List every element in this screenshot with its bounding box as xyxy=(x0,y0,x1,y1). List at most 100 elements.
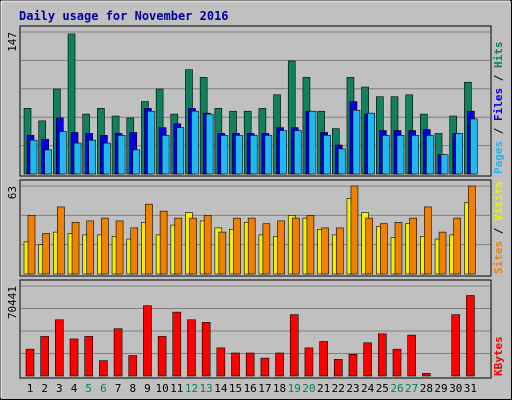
bar-sites-day-18 xyxy=(277,220,285,275)
day-label-17: 17 xyxy=(258,382,271,395)
bar-sites-day-25 xyxy=(380,223,388,275)
day-label-25: 25 xyxy=(376,382,389,395)
bar-sites-day-12 xyxy=(189,217,197,275)
bar-kbytes-day-26 xyxy=(392,348,402,377)
bar-pages-day-11 xyxy=(176,127,185,175)
legend-part: KBytes xyxy=(492,336,505,376)
bar-kbytes-day-22 xyxy=(333,359,343,377)
day-label-10: 10 xyxy=(155,382,168,395)
bar-kbytes-day-23 xyxy=(348,353,358,377)
bar-kbytes-day-7 xyxy=(113,328,123,377)
bar-sites-day-21 xyxy=(321,227,329,275)
bar-sites-day-22 xyxy=(335,227,344,275)
bar-pages-day-8 xyxy=(132,149,141,175)
bar-kbytes-day-25 xyxy=(378,333,387,377)
legend-part: Sites xyxy=(492,241,505,274)
bar-pages-day-9 xyxy=(147,110,155,175)
day-label-15: 15 xyxy=(229,382,242,395)
bar-sites-day-29 xyxy=(438,231,447,275)
day-label-30: 30 xyxy=(449,382,462,395)
day-label-22: 22 xyxy=(332,382,345,395)
legend-part: Hits xyxy=(492,42,505,69)
bar-kbytes-day-20 xyxy=(304,347,314,377)
bar-sites-day-20 xyxy=(306,215,315,275)
bar-pages-day-13 xyxy=(205,113,214,175)
bar-sites-day-11 xyxy=(174,217,183,275)
bar-sites-day-7 xyxy=(115,220,124,275)
day-label-3: 3 xyxy=(56,382,63,395)
bar-sites-day-2 xyxy=(42,233,50,275)
day-label-12: 12 xyxy=(185,382,198,395)
bar-sites-day-16 xyxy=(247,217,256,275)
bar-pages-day-16 xyxy=(249,135,258,175)
chart-title: Daily usage for November 2016 xyxy=(19,9,229,23)
day-label-31: 31 xyxy=(464,382,477,395)
bar-sites-day-19 xyxy=(291,217,300,275)
bar-sites-day-5 xyxy=(86,220,95,275)
day-label-29: 29 xyxy=(434,382,447,395)
bar-sites-day-24 xyxy=(365,217,373,275)
bar-pages-day-4 xyxy=(73,142,82,175)
bar-pages-day-26 xyxy=(396,135,405,175)
legend-part: / xyxy=(492,221,505,241)
day-label-16: 16 xyxy=(244,382,257,395)
bar-kbytes-day-10 xyxy=(157,336,167,377)
bar-sites-day-27 xyxy=(409,217,417,275)
legend-part: / xyxy=(492,121,505,141)
bar-pages-day-12 xyxy=(191,110,199,175)
bar-kbytes-day-1 xyxy=(25,348,35,377)
bar-pages-day-1 xyxy=(29,139,38,175)
bar-pages-day-5 xyxy=(88,139,97,175)
day-label-26: 26 xyxy=(390,382,403,395)
bar-kbytes-day-31 xyxy=(466,295,475,377)
bar-sites-day-31 xyxy=(468,185,476,275)
bar-sites-day-13 xyxy=(203,215,212,275)
day-label-24: 24 xyxy=(361,382,375,395)
bar-pages-day-30 xyxy=(455,133,464,175)
bar-kbytes-day-2 xyxy=(40,336,49,377)
bar-kbytes-day-12 xyxy=(187,319,196,377)
ymax-label: 70441 xyxy=(6,286,19,319)
bar-pages-day-2 xyxy=(44,149,52,175)
day-label-9: 9 xyxy=(144,382,151,395)
bar-kbytes-day-4 xyxy=(69,338,79,377)
bar-kbytes-day-21 xyxy=(319,341,328,377)
bar-kbytes-day-18 xyxy=(275,352,284,377)
bar-sites-day-15 xyxy=(233,217,241,275)
bar-pages-day-19 xyxy=(293,130,302,175)
day-label-2: 2 xyxy=(41,382,48,395)
bar-kbytes-day-28 xyxy=(422,373,431,377)
bar-sites-day-14 xyxy=(218,231,227,275)
bar-sites-day-23 xyxy=(350,185,359,275)
day-label-5: 5 xyxy=(85,382,92,395)
bar-kbytes-day-24 xyxy=(363,342,372,377)
bar-pages-day-31 xyxy=(470,118,478,175)
bar-kbytes-day-13 xyxy=(201,322,211,377)
legend-part: Visits xyxy=(492,181,505,221)
bar-sites-day-4 xyxy=(71,222,80,275)
bar-pages-day-14 xyxy=(220,135,229,175)
axis-legend-label: Pages / Files / Hits xyxy=(492,42,505,175)
ymax-label: 147 xyxy=(6,32,19,52)
bar-sites-day-30 xyxy=(453,217,462,275)
day-label-27: 27 xyxy=(405,382,418,395)
bar-sites-day-9 xyxy=(145,203,153,275)
day-label-4: 4 xyxy=(71,382,78,395)
bar-sites-day-3 xyxy=(57,206,65,275)
day-label-11: 11 xyxy=(170,382,183,395)
bar-sites-day-8 xyxy=(130,227,139,275)
bar-pages-day-10 xyxy=(161,135,170,175)
day-label-23: 23 xyxy=(346,382,359,395)
bar-sites-day-28 xyxy=(424,206,432,275)
axis-legend-label: KBytes xyxy=(492,336,505,376)
bar-sites-day-1 xyxy=(27,215,36,275)
bar-kbytes-day-16 xyxy=(245,352,255,377)
bar-kbytes-day-17 xyxy=(260,357,270,377)
bar-kbytes-day-30 xyxy=(451,314,461,377)
day-label-19: 19 xyxy=(288,382,301,395)
legend-part: / xyxy=(492,68,505,88)
bar-pages-day-25 xyxy=(382,135,390,175)
day-label-28: 28 xyxy=(420,382,433,395)
legend-part: Files xyxy=(492,88,505,121)
